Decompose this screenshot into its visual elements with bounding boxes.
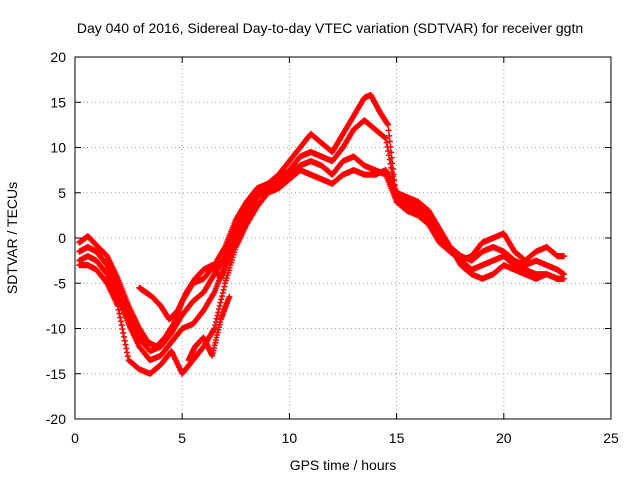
data-point	[386, 156, 393, 163]
data-point	[114, 302, 121, 309]
data-point	[215, 306, 222, 313]
data-point	[226, 293, 233, 300]
data-point	[560, 253, 567, 260]
data-point	[221, 283, 228, 290]
data-point	[217, 299, 224, 306]
data-point	[123, 345, 130, 352]
series-track-a	[76, 92, 567, 350]
data-point	[121, 333, 128, 340]
data-point	[386, 138, 393, 145]
data-point	[218, 296, 225, 303]
y-tick-label: 15	[50, 94, 66, 110]
data-point	[124, 353, 131, 360]
y-tick-label: -5	[54, 275, 67, 291]
x-tick-label: 5	[178, 430, 186, 446]
data-point	[122, 341, 129, 348]
gridlines	[75, 57, 611, 419]
data-point	[560, 275, 567, 282]
data-point	[389, 169, 396, 176]
data-point	[385, 127, 392, 134]
data-point	[120, 330, 127, 337]
x-tick-label: 15	[389, 430, 405, 446]
x-tick-label: 20	[496, 430, 512, 446]
data-point	[121, 337, 128, 344]
series-track-c	[76, 153, 567, 364]
data-point	[385, 121, 392, 128]
x-tick-label: 25	[603, 430, 619, 446]
y-tick-label: -15	[46, 366, 66, 382]
y-tick-label: 0	[58, 230, 66, 246]
data-point	[386, 132, 393, 139]
data-point	[387, 160, 394, 167]
axes: 0 5 10 15 20 25 -20 -15 -10 -5 0 5 10 15 20	[46, 49, 619, 446]
series-track-e	[136, 230, 241, 323]
data-point	[216, 302, 223, 309]
data-point	[219, 293, 226, 300]
data-point	[388, 164, 395, 171]
data-point	[117, 318, 124, 325]
data-point	[219, 289, 226, 296]
data-point	[382, 135, 389, 142]
data-point	[116, 310, 123, 317]
data-point	[385, 152, 392, 159]
y-tick-label: -20	[46, 411, 66, 427]
data-point	[124, 349, 131, 356]
chart-title: Day 040 of 2016, Sidereal Day-to-day VTE…	[77, 20, 583, 36]
data-point	[119, 326, 126, 333]
data-point	[215, 309, 222, 316]
data-point	[385, 148, 392, 155]
data-point	[118, 322, 125, 329]
y-tick-label: 20	[50, 49, 66, 65]
data-point	[117, 314, 124, 321]
y-tick-label: -10	[46, 321, 66, 337]
data-point	[383, 139, 390, 146]
y-tick-label: 10	[50, 140, 66, 156]
series-track-d	[76, 167, 567, 377]
data-point	[220, 286, 227, 293]
y-axis-label: SDTVAR / TECUs	[4, 182, 20, 294]
data-point	[211, 325, 218, 332]
x-tick-label: 0	[71, 430, 79, 446]
data-point	[115, 306, 122, 313]
series-track-f	[185, 293, 233, 364]
data-point	[234, 230, 241, 237]
data-point	[384, 143, 391, 150]
x-axis-label: GPS time / hours	[290, 457, 397, 473]
x-tick-label: 10	[282, 430, 298, 446]
data-points	[76, 92, 567, 377]
y-tick-label: 5	[58, 185, 66, 201]
